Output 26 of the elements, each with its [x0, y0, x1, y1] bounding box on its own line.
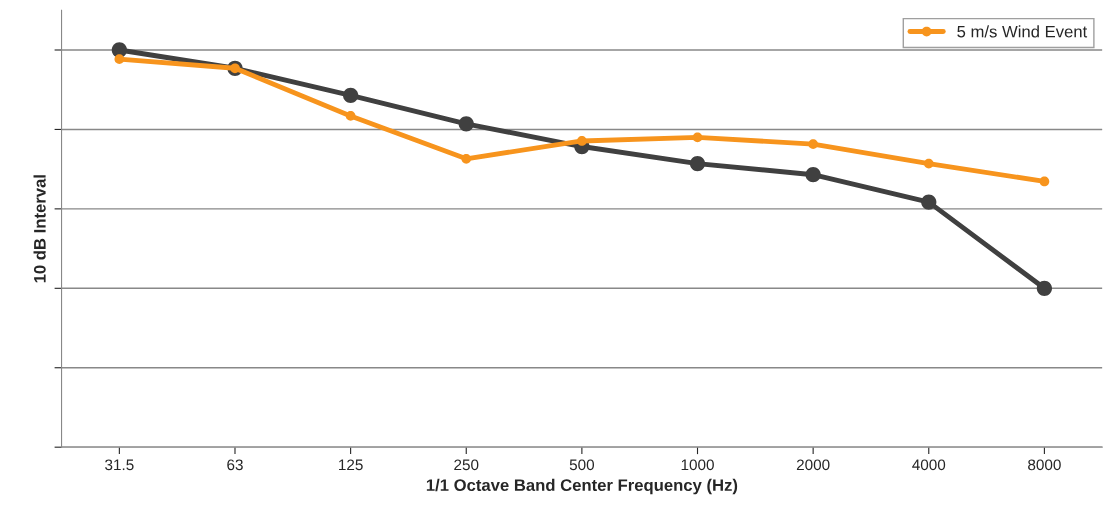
- point: [345, 111, 356, 121]
- point: [114, 54, 125, 64]
- x-tick-label: 1000: [681, 459, 714, 471]
- x-tick-label: 125: [339, 459, 363, 471]
- point: [1039, 176, 1050, 187]
- x-tick-label: 2000: [796, 459, 830, 471]
- x-tick-label: 8000: [1028, 459, 1061, 471]
- point: [921, 194, 937, 210]
- x-axis-title: 1/1 Octave Band Center Frequency (Hz): [426, 478, 738, 495]
- legend-label: 5 m/s Wind Event: [957, 25, 1088, 38]
- point: [461, 153, 472, 164]
- point: [923, 158, 934, 169]
- point: [577, 136, 587, 146]
- x-tick-label: 250: [454, 459, 479, 471]
- point: [1036, 280, 1053, 296]
- point: [692, 132, 703, 143]
- x-tick-label: 31.5: [105, 459, 134, 471]
- point: [342, 87, 359, 103]
- x-tick-label: 63: [227, 459, 243, 471]
- point: [808, 139, 818, 149]
- x-tick-label: 500: [569, 459, 595, 471]
- y-axis-title: 10 dB Interval: [33, 175, 46, 283]
- x-tick-label: 4000: [912, 459, 946, 471]
- point: [689, 155, 706, 172]
- point: [805, 167, 821, 183]
- point: [458, 116, 474, 132]
